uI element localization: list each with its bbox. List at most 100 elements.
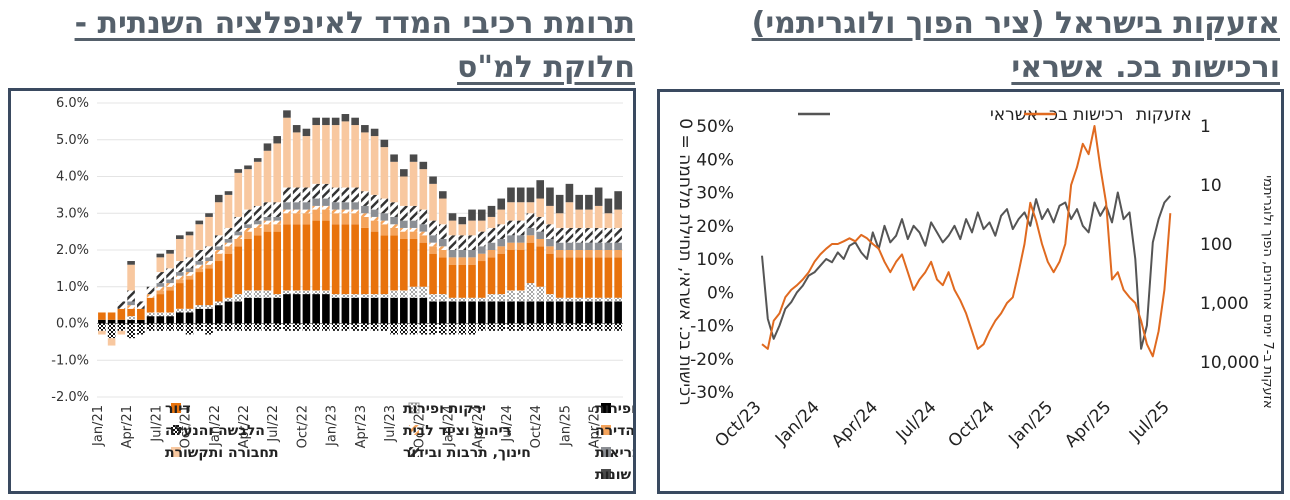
bar-segment: [292, 213, 301, 225]
bar-segment: [614, 297, 622, 302]
bar-segment: [253, 205, 262, 221]
left-y-tick-label: 0%: [707, 283, 734, 303]
bar-segment: [175, 312, 184, 324]
legend-label: דיור: [165, 401, 191, 417]
bar-segment: [390, 297, 398, 324]
bar-segment: [185, 312, 194, 324]
bar-segment: [448, 297, 457, 302]
bar-segment: [224, 238, 233, 243]
legend-swatch: [171, 403, 181, 413]
bar-segment: [292, 132, 301, 188]
bar-segment: [127, 308, 135, 317]
bar-segment: [380, 220, 389, 225]
bar-segment: [409, 205, 418, 221]
bar-segment: [175, 235, 184, 239]
bar-segment: [361, 125, 369, 133]
bar-segment: [185, 268, 194, 273]
bar-segment: [400, 176, 408, 206]
legend-label: הלבשה והנעלה: [165, 423, 265, 439]
legend-swatch: [409, 425, 419, 435]
bar-segment: [312, 198, 320, 206]
bar-segment: [156, 257, 165, 273]
bar-segment: [341, 202, 350, 210]
bar-segment: [214, 301, 223, 306]
bar-segment: [137, 301, 145, 309]
left-y-tick-label: 20%: [696, 217, 734, 237]
bar-segment: [244, 165, 252, 170]
bar-segment: [214, 246, 223, 250]
bar-segment: [253, 297, 262, 324]
bar-segment: [234, 216, 243, 232]
bar-segment: [419, 224, 428, 232]
bar-segment: [185, 272, 194, 276]
bar-segment: [244, 323, 252, 331]
bar-segment: [253, 227, 262, 236]
bar-segment: [166, 323, 174, 331]
bar-segment: [429, 246, 437, 254]
legend-label: שונות: [595, 467, 632, 483]
bar-segment: [302, 202, 311, 210]
bar-segment: [185, 235, 194, 258]
bar-segment: [438, 250, 447, 258]
bar-segment: [555, 297, 564, 302]
bar-segment: [390, 202, 398, 217]
bar-segment: [263, 150, 272, 203]
bar-segment: [477, 297, 486, 302]
bar-segment: [117, 308, 126, 320]
bar-segment: [253, 161, 262, 206]
bar-segment: [263, 290, 272, 298]
bar-segment: [195, 261, 204, 265]
bar-segment: [575, 250, 583, 258]
bar-segment: [175, 238, 184, 262]
bar-segment: [341, 294, 350, 298]
bar-segment: [429, 253, 437, 295]
bar-segment: [127, 305, 135, 309]
bar-segment: [536, 198, 545, 217]
bar-segment: [273, 136, 282, 144]
bar-segment: [516, 301, 525, 324]
bar-segment: [400, 205, 408, 221]
bar-segment: [390, 216, 398, 225]
bar-segment: [585, 250, 593, 258]
bar-segment: [283, 202, 291, 210]
bar-segment: [448, 264, 457, 298]
bar-segment: [351, 117, 359, 126]
bar-segment: [594, 257, 603, 298]
legend-swatch: [601, 425, 611, 435]
bar-segment: [205, 216, 213, 247]
bar-segment: [370, 216, 379, 221]
bar-segment: [585, 323, 593, 331]
bar-segment: [253, 235, 262, 291]
bar-segment: [614, 250, 622, 258]
bar-segment: [175, 275, 184, 280]
bar-segment: [137, 323, 145, 335]
bar-segment: [127, 261, 135, 265]
bar-segment: [351, 224, 359, 295]
y-tick-label: 2.0%: [56, 243, 89, 258]
bar-segment: [448, 250, 457, 258]
bar-segment: [117, 319, 126, 324]
bar-segment: [292, 290, 301, 295]
bar-segment: [370, 323, 379, 331]
bar-segment: [614, 323, 622, 331]
bar-segment: [448, 213, 457, 221]
bar-segment: [497, 224, 506, 239]
bar-segment: [361, 132, 369, 192]
bar-segment: [565, 250, 574, 258]
bar-segment: [614, 301, 622, 324]
bar-segment: [185, 231, 194, 236]
bar-segment: [107, 323, 116, 339]
bar-segment: [468, 250, 476, 258]
bar-segment: [331, 294, 340, 298]
bar-segment: [526, 242, 535, 284]
bar-segment: [292, 323, 301, 331]
bar-segment: [497, 246, 506, 254]
bar-segment: [341, 297, 350, 324]
bar-segment: [312, 220, 320, 291]
bar-segment: [477, 209, 486, 221]
bar-segment: [555, 242, 564, 250]
x-tick-label: Jul/24: [500, 405, 515, 443]
bar-segment: [234, 172, 243, 217]
bar-segment: [205, 213, 213, 217]
bar-segment: [322, 294, 330, 324]
